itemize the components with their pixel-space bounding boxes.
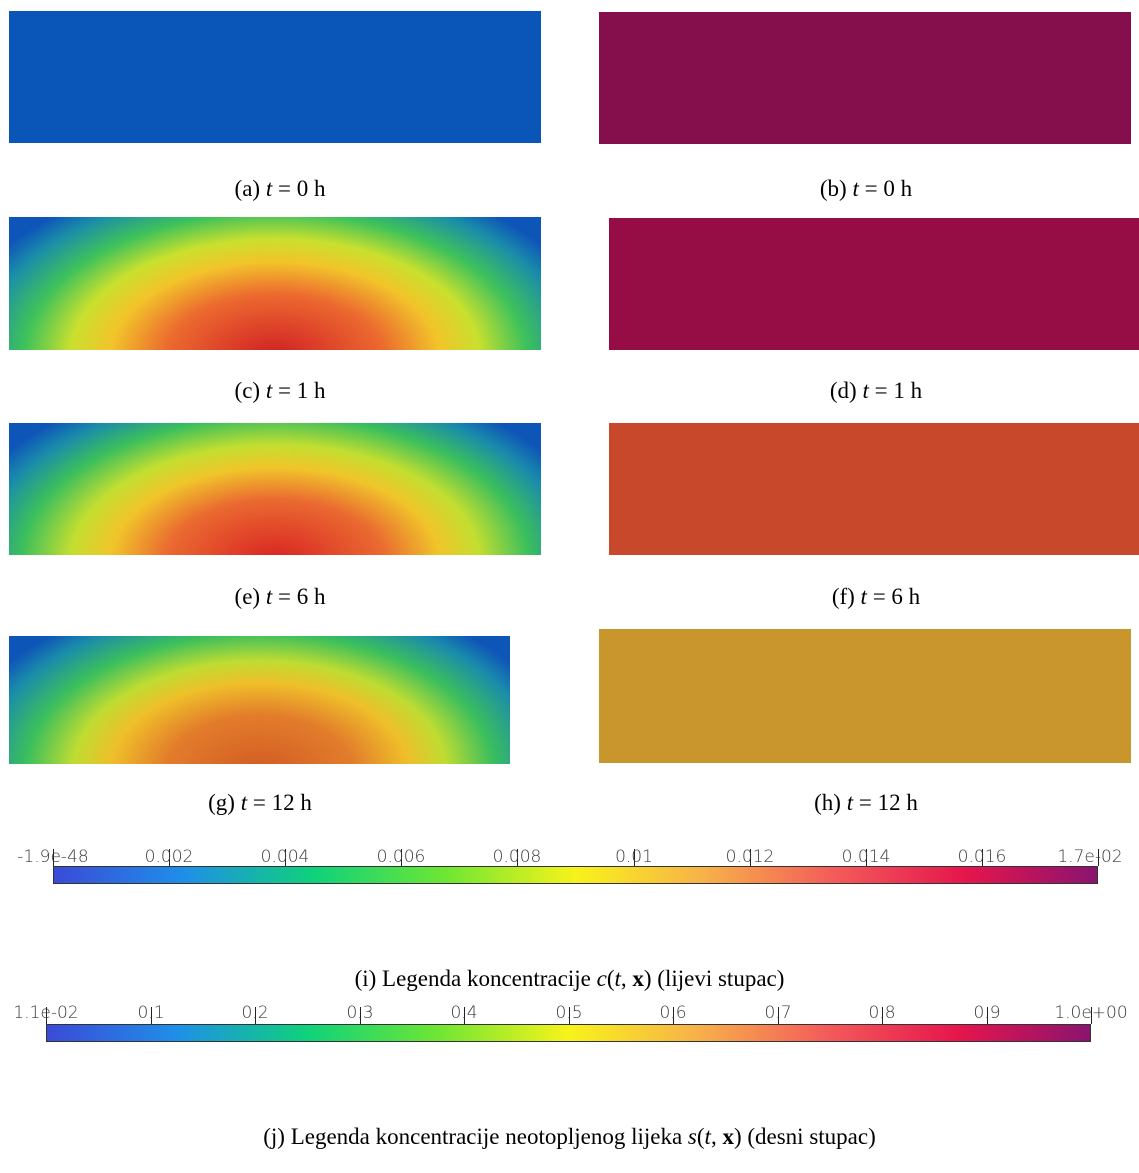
panel-c-image [9,217,541,350]
legend-c-tick [750,849,751,866]
legend-c-tick-label: -1.9e-48 [17,847,89,867]
legend-s-tick [673,1007,674,1024]
legend-s-tick [151,1007,152,1024]
legend-s-tick-label: 1.1e-02 [13,1003,79,1023]
legend-s-tick-label: 1.0e+00 [1054,1003,1128,1023]
panel-d-image [609,218,1139,350]
legend-s-tick [46,1007,47,1024]
caption-d: (d) t = 1 h [829,378,923,403]
legend-s-tick [778,1007,779,1024]
panel-e-field [9,423,541,555]
legend-s-tick-label: 0.5 [555,1003,583,1023]
panel-g-field [9,636,510,764]
legend-c-tick-label: 1.7e-02 [1057,847,1123,867]
legend-s-tick-label: 0.6 [659,1003,687,1023]
panel-b-fill [599,12,1131,144]
legend-c-tick [401,849,402,866]
legend-s-tick [464,1007,465,1024]
legend-c-tick [169,849,170,866]
legend-c-colorbar [53,866,1098,884]
caption-i: (i) Legenda koncentracije c(t, x) (lijev… [354,966,785,991]
legend-c-tick [53,849,54,866]
legend-s-tick-label: 0.1 [137,1003,165,1023]
legend-c-tick-label: 0.002 [144,847,194,867]
legend-s-tick-label: 0.4 [450,1003,478,1023]
panel-b-image [599,12,1131,144]
legend-c-tick [285,849,286,866]
panel-c-field [9,217,541,350]
panel-g-image [9,636,510,764]
panel-a-fill [9,11,541,143]
legend-c-tick [866,849,867,866]
legend-s-tick [255,1007,256,1024]
legend-c-tick [517,849,518,866]
panel-e-image [9,423,541,555]
caption-e: (e) t = 6 h [234,584,326,609]
legend-c-tick [634,849,635,866]
panel-h-fill [599,629,1131,763]
caption-b: (b) t = 0 h [819,176,913,201]
legend-s-tick [1091,1007,1092,1024]
legend-s-tick-label: 0.3 [346,1003,374,1023]
legend-s-colorbar [46,1024,1091,1042]
panel-a-image [9,11,541,143]
legend-c-tick-label: 0.012 [725,847,775,867]
legend-s-tick [987,1007,988,1024]
panel-h-image [599,629,1131,763]
legend-s-tick-label: 0.8 [868,1003,896,1023]
legend-s-tick-label: 0.9 [973,1003,1001,1023]
caption-h: (h) t = 12 h [814,790,918,815]
caption-c: (c) t = 1 h [234,378,326,403]
legend-c-tick [982,849,983,866]
caption-f: (f) t = 6 h [831,584,921,609]
legend-s-tick-label: 0.2 [241,1003,269,1023]
legend-s-tick [882,1007,883,1024]
legend-s-tick [569,1007,570,1024]
panel-d-fill [609,218,1139,350]
legend-c-tick-label: 0.016 [957,847,1007,867]
legend-c-tick-label: 0.004 [260,847,310,867]
legend-c-tick-label: 0.008 [492,847,542,867]
legend-s-tick [360,1007,361,1024]
panel-f-fill [609,423,1139,555]
legend-c-tick-label: 0.006 [376,847,426,867]
panel-f-image [609,423,1139,555]
legend-c-tick [1098,849,1099,866]
legend-s-tick-label: 0.7 [764,1003,792,1023]
legend-c-tick-label: 0.014 [841,847,891,867]
legend-c-tick-label: 0.01 [615,847,653,867]
caption-a: (a) t = 0 h [234,176,326,201]
caption-j: (j) Legenda koncentracije neotopljenog l… [263,1124,876,1149]
caption-g: (g) t = 12 h [208,790,312,815]
